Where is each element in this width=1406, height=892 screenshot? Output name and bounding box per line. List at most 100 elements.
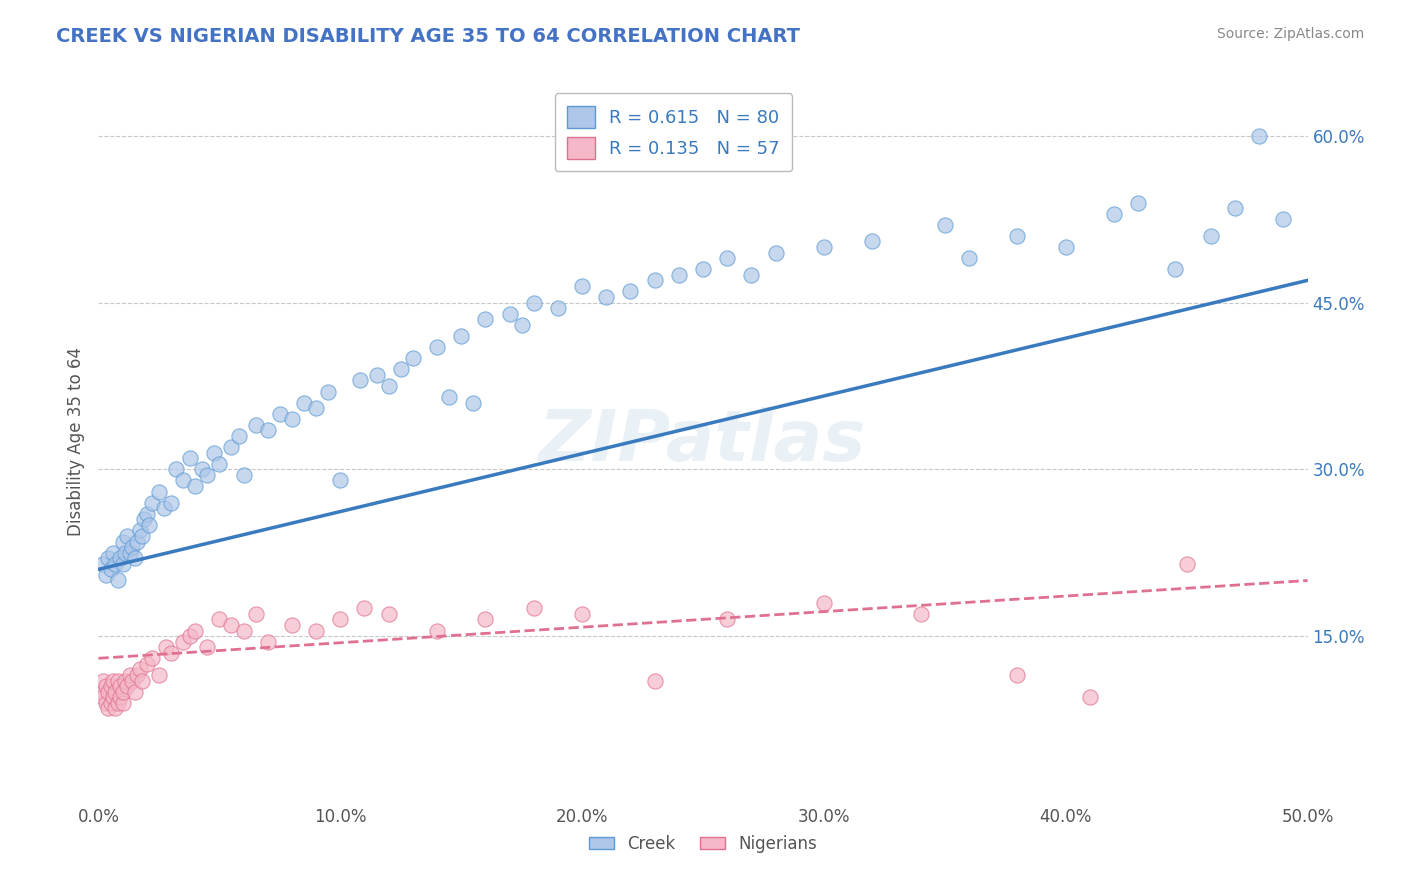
Point xyxy=(114,673,136,688)
Point xyxy=(204,445,226,459)
Point xyxy=(510,318,533,332)
Text: ZIPatlas: ZIPatlas xyxy=(540,407,866,476)
Point xyxy=(305,624,328,638)
Point xyxy=(957,251,980,265)
Point xyxy=(184,624,207,638)
Point xyxy=(437,390,460,404)
Point xyxy=(547,301,569,315)
Point xyxy=(232,467,254,482)
Point xyxy=(644,673,666,688)
Point xyxy=(138,517,160,532)
Point xyxy=(716,251,738,265)
Point xyxy=(94,679,117,693)
Point xyxy=(97,551,120,566)
Point xyxy=(463,395,485,409)
Point xyxy=(195,640,218,655)
Point xyxy=(1272,212,1295,227)
Point xyxy=(121,540,143,554)
Point xyxy=(108,551,131,566)
Point xyxy=(135,657,157,671)
Point xyxy=(100,562,122,576)
Point xyxy=(281,412,304,426)
Point xyxy=(107,673,129,688)
Point xyxy=(813,596,835,610)
Point xyxy=(292,395,315,409)
Point xyxy=(155,640,177,655)
Point xyxy=(305,401,328,416)
Point xyxy=(1249,128,1271,143)
Point xyxy=(111,534,134,549)
Point xyxy=(1007,228,1029,243)
Point xyxy=(644,273,666,287)
Point xyxy=(94,568,117,582)
Point xyxy=(91,557,114,571)
Point xyxy=(281,618,304,632)
Point xyxy=(184,479,207,493)
Point xyxy=(90,684,112,698)
Point xyxy=(353,601,375,615)
Point xyxy=(1223,201,1246,215)
Point xyxy=(450,329,472,343)
Point xyxy=(165,462,187,476)
Point xyxy=(97,684,120,698)
Point xyxy=(141,496,163,510)
Point xyxy=(619,285,641,299)
Point xyxy=(118,546,141,560)
Point xyxy=(474,612,496,626)
Point xyxy=(131,673,153,688)
Point xyxy=(101,546,124,560)
Point xyxy=(765,245,787,260)
Point xyxy=(160,646,183,660)
Point xyxy=(148,668,170,682)
Point xyxy=(104,701,127,715)
Point xyxy=(256,634,278,648)
Point xyxy=(111,684,134,698)
Point xyxy=(101,690,124,705)
Point xyxy=(1175,557,1198,571)
Point xyxy=(179,629,201,643)
Point xyxy=(366,368,388,382)
Legend: Creek, Nigerians: Creek, Nigerians xyxy=(582,828,824,860)
Point xyxy=(1102,207,1125,221)
Point xyxy=(124,684,146,698)
Point xyxy=(1078,690,1101,705)
Point xyxy=(934,218,956,232)
Point xyxy=(740,268,762,282)
Point xyxy=(128,662,150,676)
Point xyxy=(111,696,134,710)
Point xyxy=(269,407,291,421)
Point xyxy=(121,673,143,688)
Point xyxy=(571,607,593,621)
Point xyxy=(91,690,114,705)
Point xyxy=(256,424,278,438)
Point xyxy=(910,607,932,621)
Point xyxy=(91,673,114,688)
Text: Source: ZipAtlas.com: Source: ZipAtlas.com xyxy=(1216,27,1364,41)
Point xyxy=(316,384,339,399)
Point xyxy=(860,235,883,249)
Point xyxy=(426,340,449,354)
Point xyxy=(101,673,124,688)
Point xyxy=(100,679,122,693)
Point xyxy=(108,679,131,693)
Point xyxy=(813,240,835,254)
Y-axis label: Disability Age 35 to 64: Disability Age 35 to 64 xyxy=(66,347,84,536)
Point xyxy=(117,679,139,693)
Text: CREEK VS NIGERIAN DISABILITY AGE 35 TO 64 CORRELATION CHART: CREEK VS NIGERIAN DISABILITY AGE 35 TO 6… xyxy=(56,27,800,45)
Point xyxy=(195,467,218,482)
Point xyxy=(245,607,267,621)
Point xyxy=(100,696,122,710)
Point xyxy=(114,546,136,560)
Point xyxy=(134,512,156,526)
Point xyxy=(221,440,243,454)
Point xyxy=(377,379,399,393)
Point xyxy=(474,312,496,326)
Point xyxy=(349,373,371,387)
Point xyxy=(124,551,146,566)
Point xyxy=(94,696,117,710)
Point xyxy=(668,268,690,282)
Point xyxy=(172,474,194,488)
Point xyxy=(179,451,201,466)
Point xyxy=(127,668,149,682)
Point xyxy=(107,696,129,710)
